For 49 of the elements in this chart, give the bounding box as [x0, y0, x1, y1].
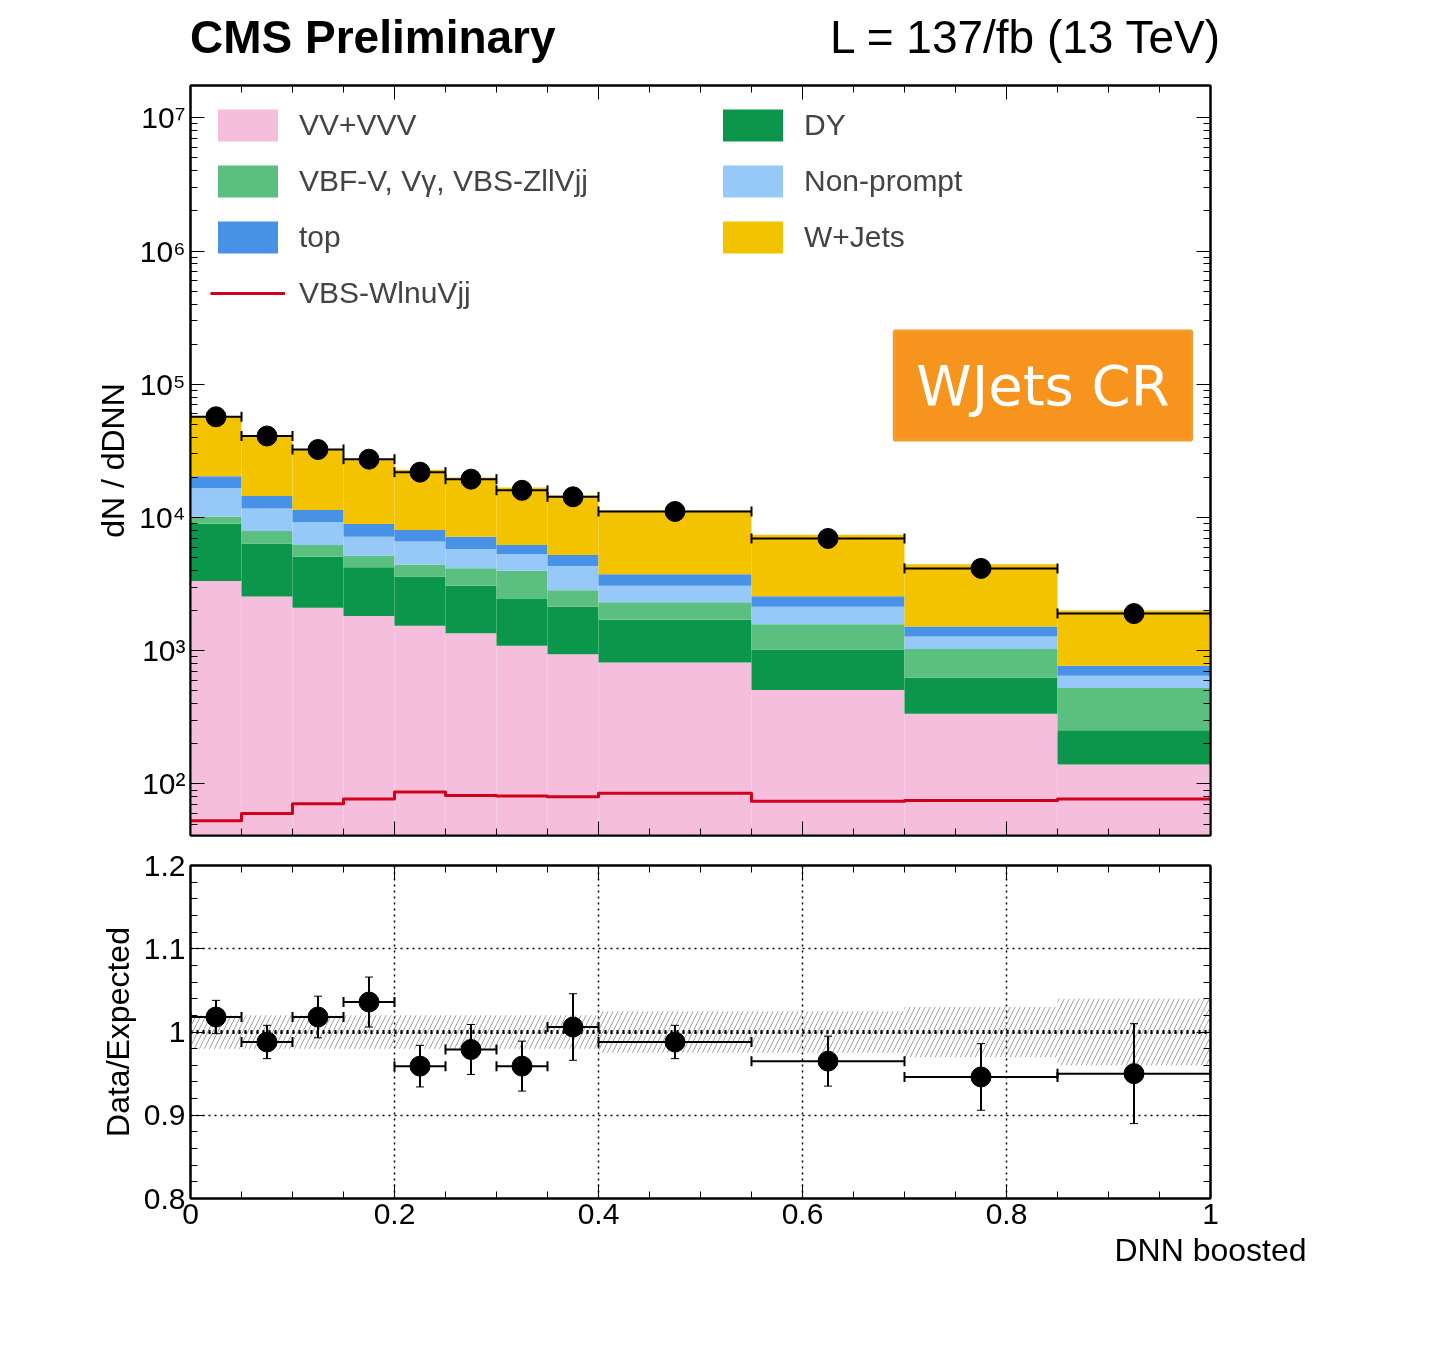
- y-tick-label: 10²: [142, 767, 186, 801]
- point: [205, 406, 227, 428]
- x-axis-title: DNN boosted: [1114, 1231, 1307, 1268]
- y-tick-label: 0.9: [143, 1098, 186, 1132]
- bar: [343, 1015, 395, 1049]
- legend-label: VV+VVV: [299, 107, 418, 143]
- x-tick-label: 0.6: [781, 1196, 824, 1230]
- bar: [190, 476, 242, 489]
- legend-label: VBF-V, Vγ, VBS-ZllVjj: [299, 163, 589, 199]
- x-tick-label: 0.4: [577, 1196, 620, 1230]
- point: [409, 461, 431, 483]
- y-axis-title: dN / dDNN: [95, 383, 132, 538]
- y-tick-label: 10⁶: [139, 234, 186, 268]
- bar: [394, 1015, 446, 1049]
- y-tick-label: 1: [168, 1015, 186, 1048]
- point: [460, 468, 482, 490]
- legend-label: W+Jets: [804, 219, 906, 255]
- point: [256, 425, 278, 447]
- bar: [241, 496, 293, 509]
- bar: [241, 531, 293, 544]
- legend-label: top: [299, 219, 342, 255]
- bar: [190, 516, 242, 524]
- point: [970, 557, 992, 579]
- y-tick-label: 1.2: [143, 848, 186, 882]
- point: [511, 479, 533, 501]
- bar: [496, 1015, 548, 1049]
- bar: [292, 509, 344, 523]
- y-tick-label: 1.1: [143, 931, 186, 965]
- legend-label: VBS-WlnuVjj: [299, 275, 472, 311]
- point: [307, 439, 329, 460]
- legend-label: DY: [804, 107, 847, 143]
- x-tick-label: 0.8: [985, 1196, 1028, 1230]
- y-axis-title: Data/Expected: [99, 927, 136, 1137]
- bar: [547, 554, 599, 566]
- point: [817, 527, 839, 549]
- point: [1123, 603, 1145, 625]
- y-tick-label: 10⁵: [139, 367, 186, 401]
- point: [664, 500, 686, 522]
- point: [358, 448, 380, 470]
- point: [562, 486, 584, 508]
- x-tick-label: 0.2: [373, 1196, 416, 1230]
- legend-label: Non-prompt: [804, 163, 964, 199]
- chart-subtitle: L = 137/fb (13 TeV): [830, 10, 1220, 65]
- x-tick-label: 1: [1202, 1196, 1219, 1230]
- y-tick-label: 10⁴: [139, 501, 186, 534]
- y-tick-label: 10³: [142, 634, 186, 668]
- annotation: WJets CR: [916, 353, 1170, 418]
- chart-title: CMS Preliminary: [190, 10, 556, 65]
- y-tick-label: 10⁷: [141, 101, 186, 135]
